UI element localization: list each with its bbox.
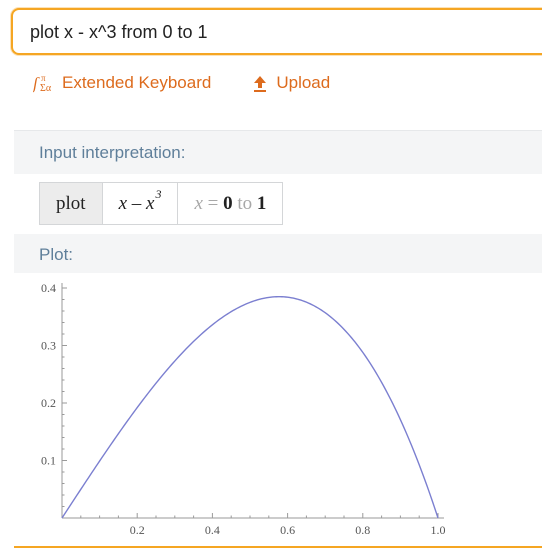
upload-label: Upload: [276, 73, 331, 92]
x-tick-label: 0.8: [355, 523, 370, 537]
search-box[interactable]: [11, 8, 542, 55]
input-interpretation-title: Input interpretation:: [39, 143, 186, 162]
upload-icon: [251, 73, 269, 93]
y-tick-label: 0.3: [41, 339, 56, 353]
bottom-accent-line: [14, 546, 542, 548]
interp-range-cell: x = 0 to 1: [177, 183, 282, 224]
interp-command: plot: [56, 192, 86, 214]
math-keyboard-icon: ʃ π Σα: [33, 73, 55, 93]
interp-range-var: x: [194, 192, 203, 214]
plot-title: Plot:: [39, 245, 74, 264]
interp-range-to-word: to: [232, 192, 257, 214]
search-input[interactable]: [30, 19, 530, 45]
interp-expression: x – x: [118, 192, 155, 214]
upload-button[interactable]: Upload: [251, 73, 330, 93]
interp-range-from: 0: [223, 192, 233, 214]
y-tick-label: 0.1: [41, 454, 56, 468]
svg-text:π: π: [41, 73, 46, 83]
svg-text:ʃ: ʃ: [33, 74, 40, 93]
plot-body: 0.2 0.4 0.6 0.8 1.0 0.1 0.2 0.3 0.4: [14, 273, 542, 547]
input-toolbar: ʃ π Σα Extended Keyboard Upload: [33, 71, 330, 95]
y-tick-label: 0.4: [41, 281, 56, 295]
x-tick-label: 1.0: [431, 523, 446, 537]
interp-range-eq: =: [202, 192, 224, 214]
y-tick-label: 0.2: [41, 396, 56, 410]
x-tick-label: 0.4: [205, 523, 220, 537]
extended-keyboard-button[interactable]: ʃ π Σα Extended Keyboard: [33, 73, 211, 93]
function-curve: [61, 295, 439, 519]
x-tick-label: 0.6: [280, 523, 295, 537]
svg-text:Σα: Σα: [40, 83, 52, 93]
plot-chart: 0.2 0.4 0.6 0.8 1.0 0.1 0.2 0.3 0.4: [41, 281, 446, 537]
x-tick-label: 0.2: [130, 523, 145, 537]
interp-command-cell: plot: [40, 183, 102, 224]
interp-range-to: 1: [256, 192, 267, 214]
interp-exponent: 3: [155, 187, 162, 201]
extended-keyboard-label: Extended Keyboard: [62, 73, 212, 92]
